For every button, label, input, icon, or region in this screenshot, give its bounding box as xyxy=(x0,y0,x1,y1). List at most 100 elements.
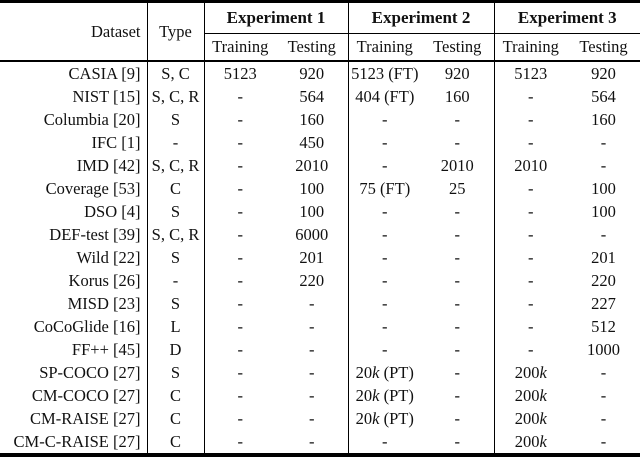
exp3-testing-cell: 227 xyxy=(591,294,616,313)
exp2-training-cell: - xyxy=(382,110,388,129)
exp3-testing-cell: - xyxy=(600,386,607,405)
dataset-cell: DSO [4] xyxy=(0,200,148,223)
exp1-training-cell: - xyxy=(237,271,244,290)
exp3-training-cell: - xyxy=(528,133,534,152)
exp3-testing-cell: 100 xyxy=(591,179,616,198)
exp3-training-cell: - xyxy=(528,294,534,313)
type-cell: C xyxy=(147,384,205,407)
type-cell: C xyxy=(147,177,205,200)
exp1-training-cell: - xyxy=(237,179,244,198)
table-row: MISD [23] S - - - - - 227 xyxy=(0,292,640,315)
exp1-training-cell: - xyxy=(237,87,244,106)
exp3-training-cell: - xyxy=(528,271,534,290)
exp1-training-cell: - xyxy=(237,363,244,382)
exp1-training-cell: - xyxy=(237,202,244,221)
table-header: Dataset Type Experiment 1 Experiment 2 E… xyxy=(0,1,640,62)
dataset-cell: Columbia [20] xyxy=(0,108,148,131)
header-type: Type xyxy=(147,1,205,62)
exp1-testing-cell: 920 xyxy=(276,61,349,85)
exp2-testing-cell: - xyxy=(421,384,495,407)
dataset-cell: DEF-test [39] xyxy=(0,223,148,246)
exp3-testing-cell: - xyxy=(600,363,607,382)
exp3-training-cell: - xyxy=(528,340,534,359)
exp3-training-cell: - xyxy=(528,225,534,244)
header-exp2-testing: Testing xyxy=(421,33,495,62)
exp1-testing-cell: 201 xyxy=(276,246,349,269)
exp2-training-cell: 404 (FT) xyxy=(355,87,415,106)
dataset-cell: CASIA [9] xyxy=(0,61,148,85)
exp1-training-cell: - xyxy=(237,409,244,428)
table-row: Coverage [53] C - 100 75 (FT) 25 - 100 xyxy=(0,177,640,200)
exp3-testing-cell: 220 xyxy=(591,271,616,290)
exp2-testing-cell: - xyxy=(421,246,495,269)
exp3-training-cell: 200k xyxy=(514,409,547,428)
type-cell: S xyxy=(147,200,205,223)
exp2-testing-cell: 2010 xyxy=(421,154,495,177)
type-cell: C xyxy=(147,407,205,430)
dataset-cell: CM-RAISE [27] xyxy=(0,407,148,430)
dataset-cell: MISD [23] xyxy=(0,292,148,315)
type-cell: S xyxy=(147,361,205,384)
exp3-testing-cell: 100 xyxy=(591,202,616,221)
header-exp3-training: Training xyxy=(494,33,567,62)
header-exp1-testing: Testing xyxy=(276,33,349,62)
type-cell: S, C, R xyxy=(147,223,205,246)
type-cell: D xyxy=(147,338,205,361)
header-row-experiments: Dataset Type Experiment 1 Experiment 2 E… xyxy=(0,1,640,62)
table-row: CM-C-RAISE [27] C - - - -200k - xyxy=(0,430,640,455)
exp2-training-cell: 5123 (FT) xyxy=(351,64,419,83)
exp1-testing-cell: 450 xyxy=(276,131,349,154)
dataset-cell: Wild [22] xyxy=(0,246,148,269)
exp1-training-cell: - xyxy=(237,133,244,152)
exp3-testing-cell: - xyxy=(600,409,607,428)
exp3-testing-cell: 201 xyxy=(591,248,616,267)
exp1-testing-cell: - xyxy=(276,384,349,407)
type-cell: S, C, R xyxy=(147,154,205,177)
exp2-testing-cell: - xyxy=(421,200,495,223)
exp3-testing-cell: 564 xyxy=(591,87,616,106)
dataset-cell: CM-COCO [27] xyxy=(0,384,148,407)
table-row: CM-COCO [27] C - -20k (PT) -200k - xyxy=(0,384,640,407)
exp1-testing-cell: - xyxy=(276,407,349,430)
exp1-training-cell: - xyxy=(237,317,244,336)
table-row: CoCoGlide [16] L - - - - - 512 xyxy=(0,315,640,338)
exp3-training-cell: 5123 xyxy=(514,64,548,83)
table-row: DSO [4] S - 100 - - - 100 xyxy=(0,200,640,223)
exp3-testing-cell: 920 xyxy=(591,64,616,83)
exp3-training-cell: - xyxy=(528,179,534,198)
exp2-training-cell: - xyxy=(382,294,388,313)
table-row: Wild [22] S - 201 - - - 201 xyxy=(0,246,640,269)
exp2-training-cell: - xyxy=(382,248,388,267)
exp3-testing-cell: 160 xyxy=(591,110,616,129)
exp3-training-cell: - xyxy=(528,317,534,336)
exp2-training-cell: 20k (PT) xyxy=(355,386,414,405)
exp3-training-cell: - xyxy=(528,87,534,106)
exp3-testing-cell: - xyxy=(600,133,607,152)
exp2-testing-cell: - xyxy=(421,269,495,292)
table-body: CASIA [9] S, C 5123 920 5123 (FT) 920 5123 920 N… xyxy=(0,61,640,455)
type-cell: S, C xyxy=(147,61,205,85)
table-row: FF++ [45] D - - - - - 1000 xyxy=(0,338,640,361)
type-cell: L xyxy=(147,315,205,338)
dataset-cell: NIST [15] xyxy=(0,85,148,108)
header-exp2-training: Training xyxy=(348,33,421,62)
exp2-training-cell: - xyxy=(382,156,388,175)
type-cell: - xyxy=(147,131,205,154)
exp2-training-cell: - xyxy=(382,202,388,221)
type-cell: S xyxy=(147,108,205,131)
exp2-testing-cell: 920 xyxy=(421,61,495,85)
exp3-testing-cell: - xyxy=(600,225,607,244)
exp1-testing-cell: - xyxy=(276,361,349,384)
exp3-training-cell: 200k xyxy=(514,432,547,451)
exp2-training-cell: - xyxy=(382,225,388,244)
exp1-training-cell: 5123 xyxy=(223,64,257,83)
exp2-testing-cell: - xyxy=(421,338,495,361)
exp3-training-cell: 200k xyxy=(514,363,547,382)
dataset-cell: CM-C-RAISE [27] xyxy=(0,430,148,455)
table-row: IMD [42] S, C, R - 2010 - 2010 2010 - xyxy=(0,154,640,177)
exp2-testing-cell: - xyxy=(421,315,495,338)
exp2-training-cell: - xyxy=(382,133,388,152)
table-row: DEF-test [39] S, C, R - 6000 - - - - xyxy=(0,223,640,246)
exp3-training-cell: 2010 xyxy=(514,156,548,175)
